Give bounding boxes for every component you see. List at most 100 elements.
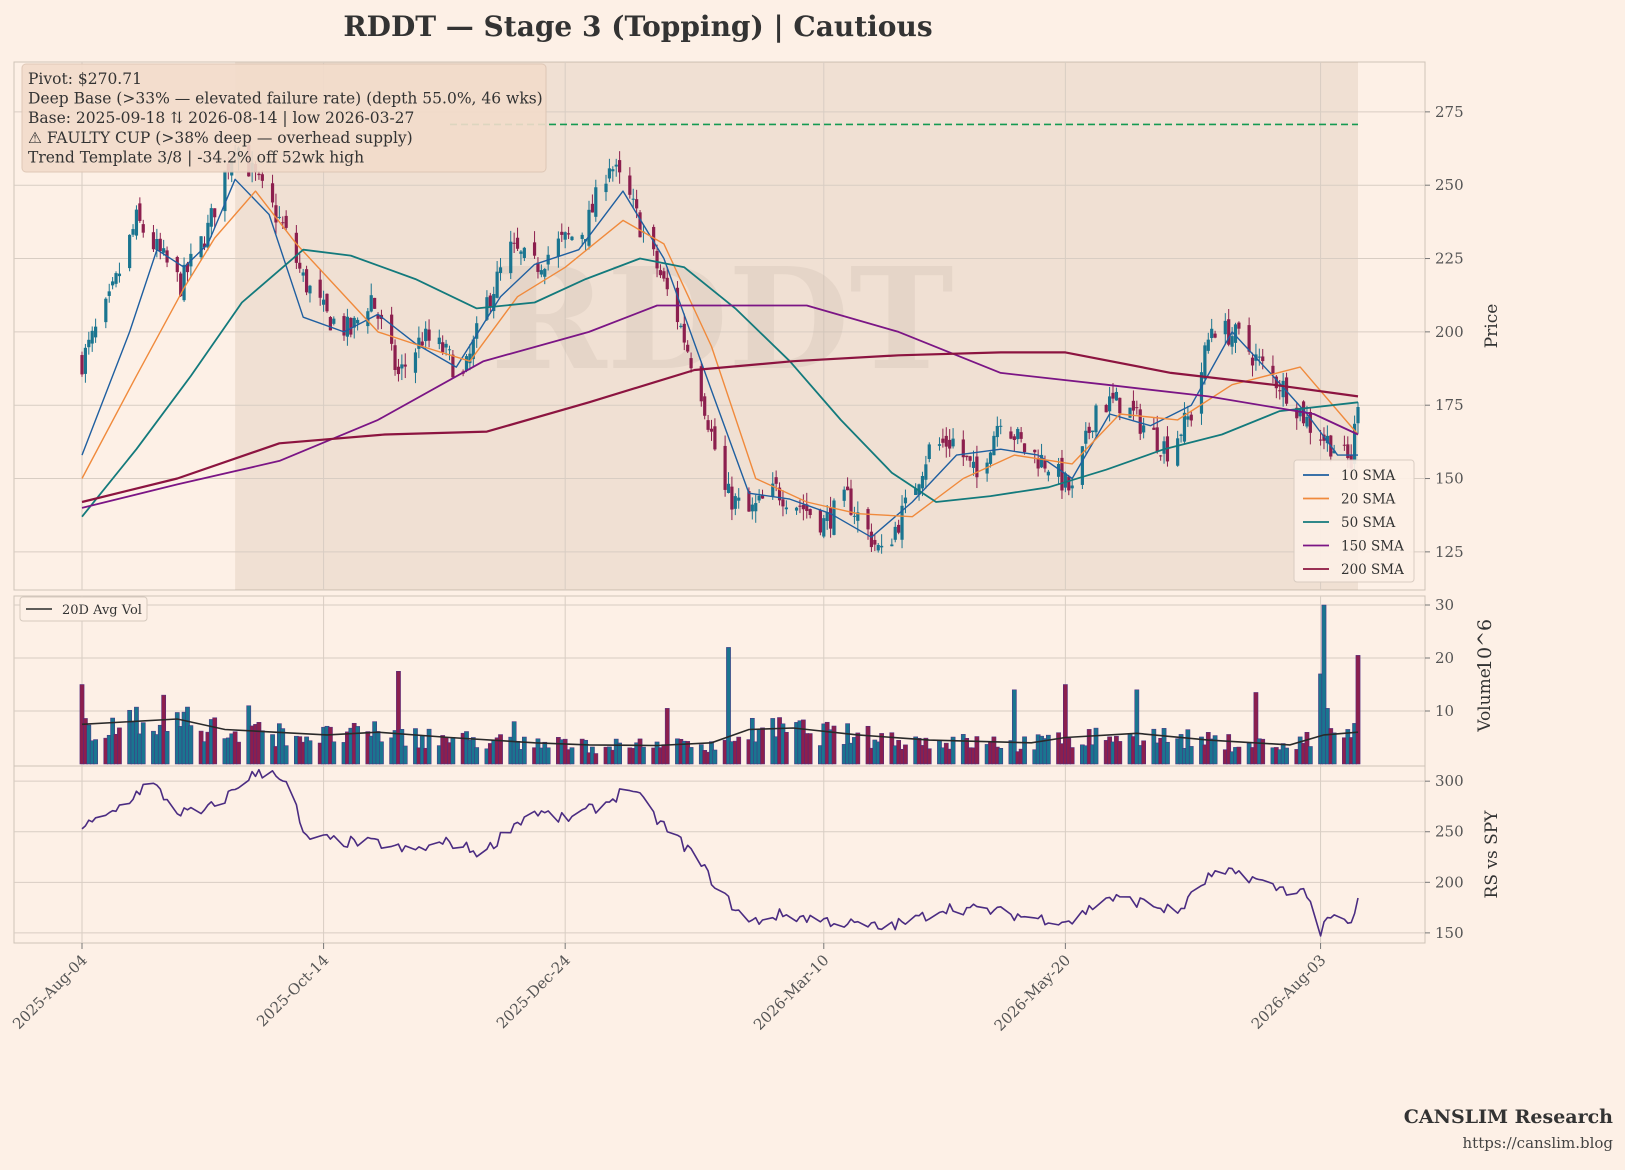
candle-body xyxy=(689,358,693,369)
candle-body xyxy=(420,341,424,346)
candle-body xyxy=(723,445,727,490)
volume-bar xyxy=(307,740,313,765)
candle-body xyxy=(1046,471,1050,476)
candle-body xyxy=(1111,392,1115,399)
candle-body xyxy=(618,160,622,173)
candle-body xyxy=(417,337,421,349)
candle-body xyxy=(726,483,731,493)
candle-body xyxy=(951,438,955,447)
candle-body xyxy=(965,455,969,458)
candle-body xyxy=(94,326,98,338)
candle-body xyxy=(1257,356,1261,358)
candle-body xyxy=(917,484,921,495)
volume-bar xyxy=(879,733,884,765)
candle-body xyxy=(995,425,999,438)
candle-body xyxy=(920,476,925,489)
candle-body xyxy=(366,311,370,327)
volume-tick-label: 30 xyxy=(1435,596,1454,614)
candle-body xyxy=(488,295,492,307)
candle-body xyxy=(774,477,778,484)
candle-body xyxy=(444,343,448,348)
candle-body xyxy=(890,544,894,547)
volume-bar xyxy=(188,725,194,765)
candle-body xyxy=(447,349,452,351)
volume-unit-label: 10^6 xyxy=(1474,619,1496,671)
sma-line-200 xyxy=(81,351,1359,504)
candle-body xyxy=(1203,345,1207,379)
candle-body xyxy=(182,264,186,301)
candle-body xyxy=(1352,423,1357,464)
candle-body xyxy=(270,183,275,203)
x-tick-label: 2026-May-20 xyxy=(991,951,1075,1035)
volume-bar xyxy=(831,725,837,765)
candle-body xyxy=(509,241,513,274)
candle-body xyxy=(424,328,428,342)
sma-legend: 10 SMA 20 SMA 50 SMA 150 SMA 200 SMA xyxy=(1293,459,1415,583)
candle-body xyxy=(107,291,111,296)
candle-body xyxy=(1230,336,1234,347)
candle-body xyxy=(679,325,683,328)
candle-body xyxy=(515,237,520,249)
candle-body xyxy=(151,232,156,250)
volume-bar xyxy=(784,731,789,765)
candle-body xyxy=(141,224,145,233)
candle-body xyxy=(1016,428,1020,440)
volume-bar xyxy=(1331,732,1337,765)
volume-bar xyxy=(749,717,755,765)
candle-body xyxy=(349,317,353,335)
candle-body xyxy=(1104,405,1108,413)
candle-body xyxy=(376,314,380,319)
candle-body xyxy=(87,339,91,348)
candle-body xyxy=(665,277,669,290)
candle-body xyxy=(924,464,928,480)
candle-body xyxy=(80,355,84,375)
candle-body xyxy=(1237,322,1241,329)
candle-body xyxy=(223,170,227,212)
volume-bar xyxy=(545,747,551,765)
candle-body xyxy=(117,273,122,277)
volume-bar xyxy=(117,727,122,765)
legend-box xyxy=(1293,459,1415,583)
candle-body xyxy=(822,518,826,537)
candle-body xyxy=(532,242,537,256)
volume-axis-label: Volume xyxy=(1475,668,1495,733)
legend-label: 50 SMA xyxy=(1341,515,1396,531)
candle-body xyxy=(852,515,857,517)
volume-bar xyxy=(450,737,456,765)
brand-name: CANSLIM Research xyxy=(1403,1106,1613,1128)
candle-body xyxy=(1186,416,1190,420)
candle-body xyxy=(1155,427,1159,452)
price-tick-label: 150 xyxy=(1435,470,1464,488)
candle-body xyxy=(114,273,118,284)
rs-tick-label: 250 xyxy=(1435,823,1464,841)
candle-body xyxy=(587,209,591,246)
candle-body xyxy=(413,352,418,373)
candle-body xyxy=(757,495,761,501)
candle-body xyxy=(393,345,397,370)
volume-bar xyxy=(379,741,384,765)
candle-body xyxy=(866,509,870,530)
volume-bar xyxy=(1260,738,1266,765)
candle-body xyxy=(179,273,183,297)
candle-body xyxy=(832,500,836,535)
volume-bar xyxy=(583,739,588,765)
candle-body xyxy=(784,507,788,510)
candle-body xyxy=(750,504,754,512)
candle-body xyxy=(703,396,707,416)
candle-body xyxy=(948,439,952,449)
candle-body xyxy=(658,270,663,276)
volume-bar xyxy=(355,726,360,765)
brand-url: https://canslim.blog xyxy=(1462,1134,1614,1152)
candle-body xyxy=(111,281,115,286)
candle-body xyxy=(1325,435,1329,444)
volume-bar xyxy=(593,753,599,765)
candle-body xyxy=(1332,450,1336,454)
candle-body xyxy=(611,169,615,172)
candle-body xyxy=(294,232,298,263)
candle-body xyxy=(281,222,285,224)
candle-body xyxy=(498,267,503,274)
x-tick-label: 2026-Mar-10 xyxy=(750,951,833,1034)
candle-body xyxy=(301,272,305,276)
candle-body xyxy=(441,342,445,353)
